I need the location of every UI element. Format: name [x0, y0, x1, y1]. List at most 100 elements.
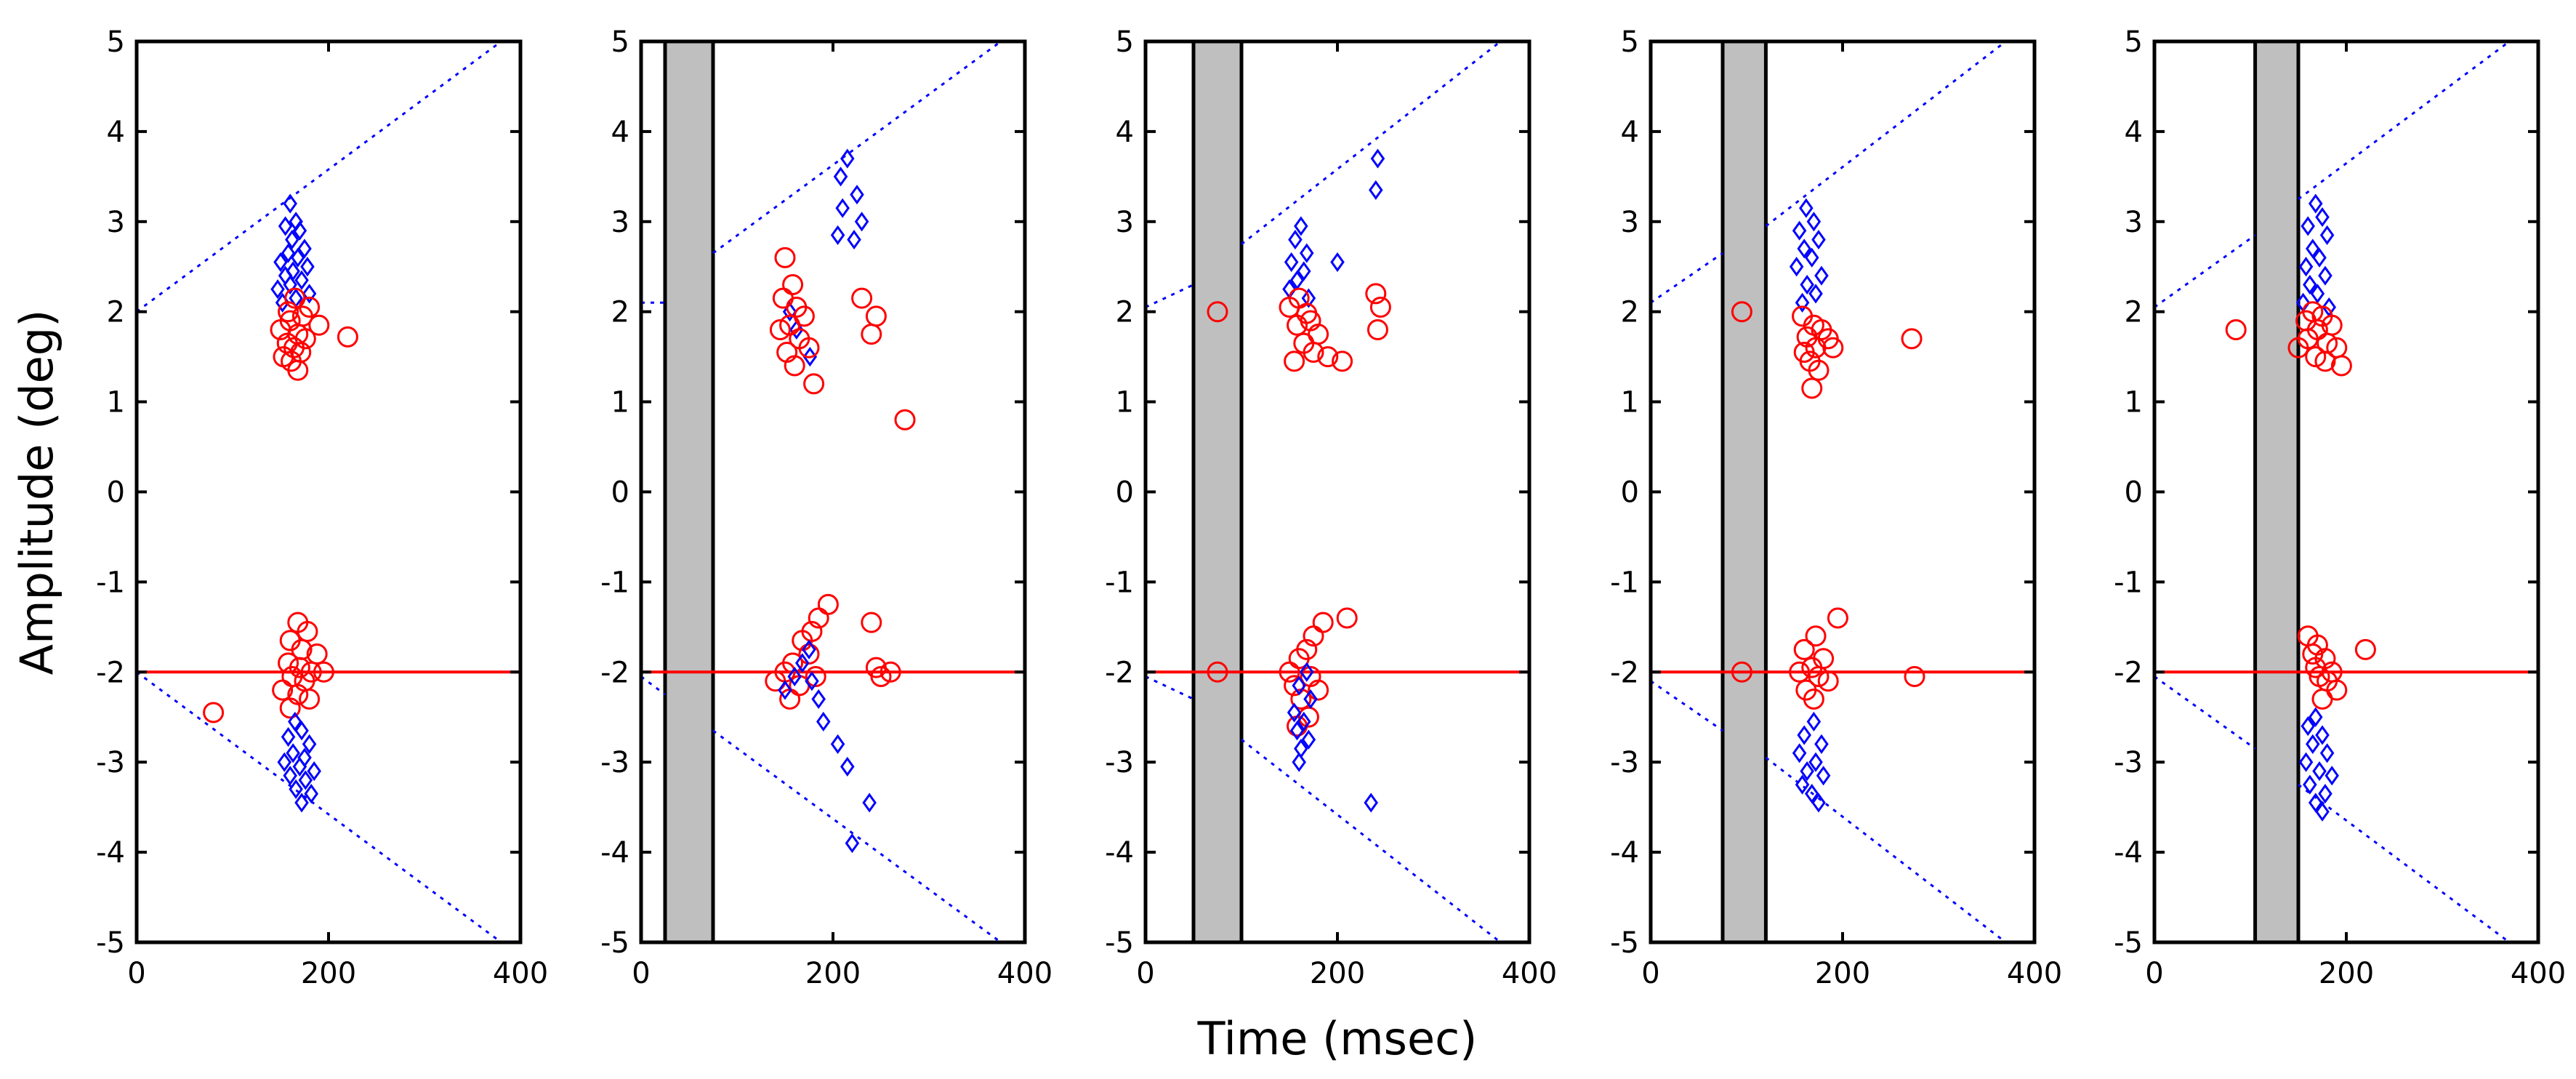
panel-2-y-tick-label-6: 0: [611, 476, 629, 510]
panel-3-red-upper-series: [1207, 283, 1391, 372]
panel-2-y-tick-label-8: -2: [600, 656, 629, 689]
panel-3-blue-upper-point-3: [1299, 243, 1314, 263]
panel-1-y-tick-label-11: -5: [96, 926, 125, 960]
panel-2-red-upper-point-16: [894, 409, 916, 430]
panel-3-blue-upper-point-5: [1297, 261, 1311, 281]
panel-3-upper-blue-diagonal-2: [1241, 40, 1502, 245]
panel-3-red-upper-point-11: [1332, 350, 1353, 372]
panel-2-blue-lower-point-10: [862, 793, 877, 813]
panel-5-blue-upper-series: [2295, 193, 2337, 318]
panel-3-red-upper-point-12: [1365, 283, 1387, 305]
panel-3-red-lower-point-2: [1312, 611, 1334, 633]
panel-3-blue-upper-point-8: [1301, 288, 1316, 308]
panel-3-red-upper-point-8: [1303, 341, 1324, 363]
panel-1-blue-upper-point-10: [300, 257, 315, 277]
panel-1-red-upper-point-3: [278, 301, 299, 323]
panel-4-blue-lower-point-10: [1811, 793, 1826, 813]
panel-5-lower-blue-diagonal-4: [2298, 783, 2511, 944]
panel-5-y-tick-label-3: 3: [2125, 206, 2143, 239]
panel-5-y-tick-label-7: -1: [2114, 566, 2143, 599]
panel-2-blue-upper-point-1: [840, 148, 855, 169]
panel-4-red-lower-point-10: [1803, 688, 1824, 710]
panel-5-blue-lower-series: [2298, 707, 2339, 822]
panel-2-red-upper-point-7: [769, 318, 791, 340]
panel-1-blue-upper-point-6: [297, 238, 312, 259]
panel-4-blue-lower-point-9: [1804, 783, 1819, 804]
panel-3-x-tick-label-1: 0: [1136, 957, 1154, 990]
panel-3-lower-blue-diagonal-3: [1145, 675, 1194, 700]
panel-4-red-upper-point-6: [1805, 337, 1827, 358]
panel-5-blue-upper-point-8: [2318, 265, 2333, 286]
panel-5-y-tick-label-5: 1: [2125, 386, 2143, 420]
panel-3-blue-lower-point-2: [1292, 675, 1306, 696]
panel-4-red-upper-point-11: [1801, 377, 1823, 399]
panel-5-blue-upper-point-3: [2301, 216, 2315, 236]
panel-2-blue-lower-point-3: [787, 666, 802, 687]
panel-2-blue-upper-point-7: [847, 230, 861, 250]
panel-4-blue-lower-point-5: [1808, 752, 1823, 772]
panel-2-y-tick-label-10: -4: [600, 836, 629, 870]
panel-1-blue-lower-point-9: [307, 761, 321, 782]
panel-1-red-lower-point-9: [313, 661, 334, 683]
panel-4-shaded-interval: [1720, 39, 1768, 944]
panel-3-red-lower-point-3: [1303, 625, 1324, 647]
panel-4-red-lower-point-1: [1827, 607, 1848, 629]
panel-4-blue-upper-point-11: [1795, 292, 1810, 313]
panel-3-blue-lower-point-6: [1289, 721, 1305, 741]
panel-1-red-lower-point-16: [203, 702, 225, 723]
panel-3-x-tick-label-3: 400: [1502, 957, 1557, 990]
panel-5-blue-lower-point-2: [2301, 716, 2315, 737]
panel-3-blue-upper-point-4: [1284, 252, 1299, 273]
panel-3-x-tick-label-2: 200: [1310, 957, 1365, 990]
panel-3-red-upper-point-5: [1287, 314, 1308, 336]
panel-5-y-tick-label-4: 2: [2125, 296, 2143, 329]
panel-4-blue-lower-point-8: [1795, 774, 1810, 795]
panel-4-red-lower-point-8: [1817, 670, 1839, 692]
panel-3-blue-upper-point-10: [1369, 180, 1383, 201]
panel-1-blue-lower-point-5: [286, 743, 300, 763]
panel-5-y-tick-label-10: -4: [2114, 836, 2143, 870]
panel-2-red-upper-series: [769, 246, 916, 430]
panel-3-y-tick-label-9: -3: [1105, 746, 1134, 779]
panel-1-blue-upper-point-13: [294, 270, 309, 290]
panel-2-blue-lower-point-4: [805, 671, 819, 691]
panel-3-blue-lower-point-7: [1301, 729, 1316, 750]
panel-2-red-upper-point-14: [865, 305, 887, 327]
panel-2-red-lower-point-14: [870, 665, 892, 687]
panel-3-y-tick-label-7: -1: [1105, 566, 1134, 599]
panel-5-blue-lower-point-7: [2312, 761, 2327, 782]
panel-4-y-tick-label-7: -1: [1610, 566, 1639, 599]
panel-2-blue-lower-point-11: [845, 833, 860, 854]
panel-2-y-tick-label-9: -3: [600, 746, 629, 779]
panel-5-lower-blue-diagonal-3: [2154, 675, 2256, 750]
panel-1-y-tick-label-2: 4: [107, 116, 125, 149]
panel-1-y-tick-label-4: 2: [107, 296, 125, 329]
panel-1-blue-upper-point-5: [285, 230, 299, 250]
panel-5-red-upper-point-8: [2287, 337, 2309, 358]
panel-3-red-lower-series: [1207, 607, 1358, 737]
panel-4-blue-lower-point-7: [1816, 766, 1831, 786]
panel-3-red-upper-point-15: [1207, 301, 1228, 323]
panel-4-y-tick-label-2: 4: [1621, 116, 1639, 149]
panel-5-blue-upper-point-2: [2315, 207, 2330, 228]
panel-1-blue-upper-point-15: [270, 279, 285, 300]
panel-3-y-tick-label-2: 4: [1116, 116, 1134, 149]
panel-5-blue-upper-point-10: [2310, 284, 2325, 304]
panel-2-blue-upper-point-2: [833, 167, 848, 187]
panel-1-red-upper-point-16: [337, 326, 358, 348]
panel-2-blue-upper-point-8: [782, 302, 797, 322]
panel-5-blue-upper-point-5: [2306, 238, 2320, 259]
panel-1-blue-lower-point-1: [288, 711, 302, 732]
panel-4-upper-blue-diagonal-2: [1765, 40, 2007, 228]
panel-5-blue-lower-point-1: [2308, 707, 2323, 727]
panel-4-blue-lower-point-4: [1792, 743, 1807, 763]
panel-1-red-lower-point-6: [278, 652, 299, 674]
panel-2-blue-upper-point-5: [854, 212, 869, 232]
panel-2-lower-blue-diagonal-4: [712, 729, 1002, 944]
panel-5-y-tick-label-1: 5: [2125, 25, 2143, 59]
panel-1-blue-lower-point-13: [304, 783, 319, 804]
panel-5-red-lower-point-3: [2302, 643, 2324, 665]
x-axis-label: Time (msec): [1197, 1012, 1478, 1065]
